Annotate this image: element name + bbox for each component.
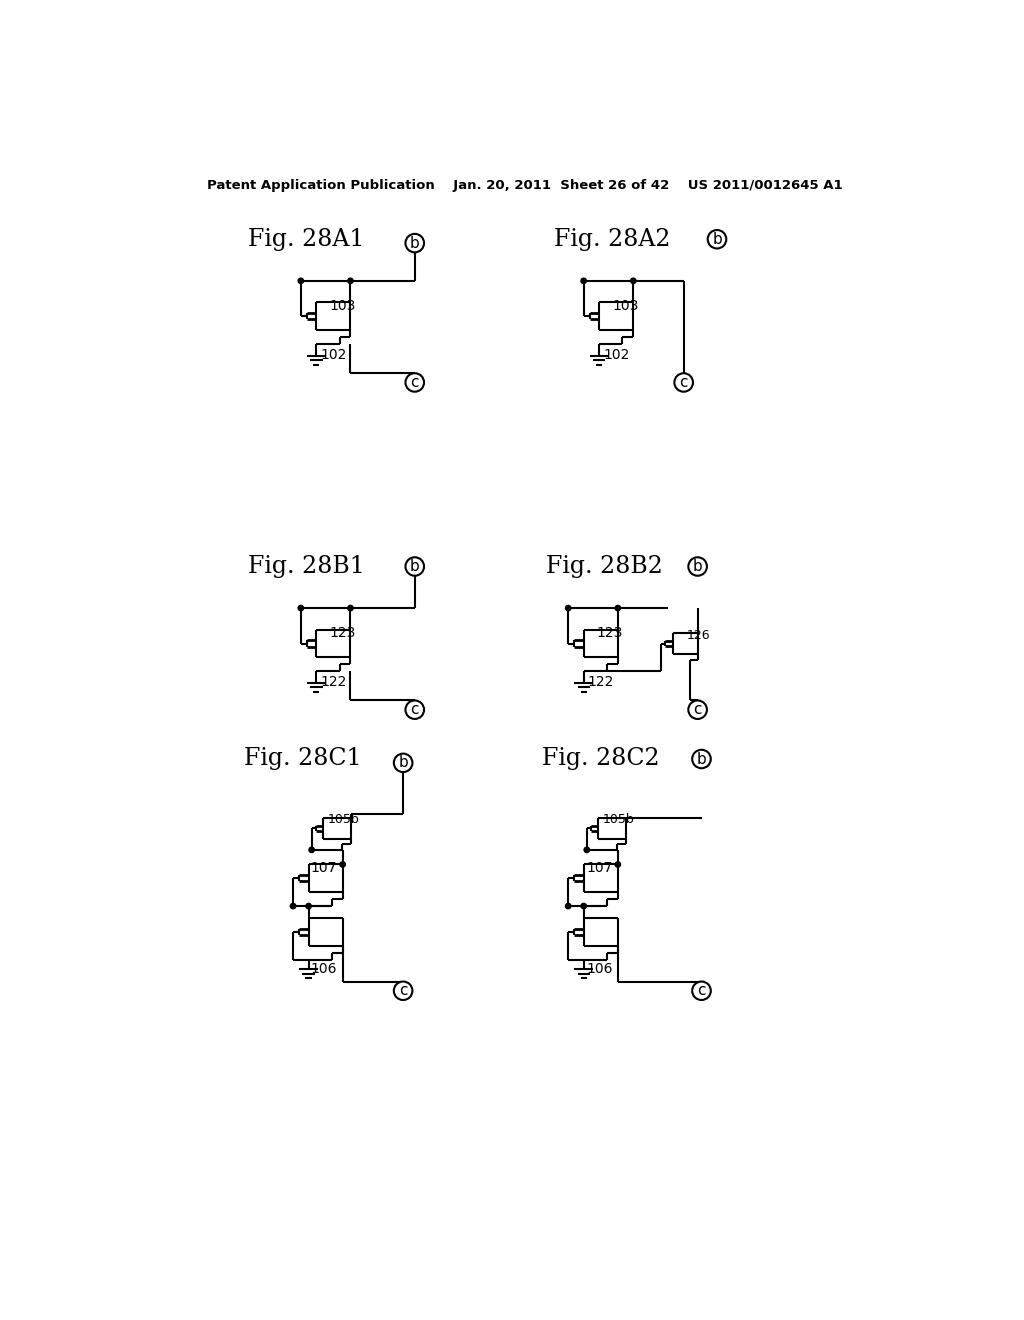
Text: 107: 107 (311, 861, 337, 875)
Circle shape (406, 557, 424, 576)
Text: Fig. 28B1: Fig. 28B1 (248, 554, 365, 578)
Text: b: b (410, 235, 420, 251)
Circle shape (306, 903, 311, 908)
Circle shape (406, 234, 424, 252)
Text: 122: 122 (321, 675, 346, 689)
Text: 122: 122 (588, 675, 614, 689)
Circle shape (708, 230, 726, 248)
Text: 102: 102 (603, 348, 630, 362)
Text: c: c (680, 375, 688, 389)
Text: c: c (411, 702, 419, 717)
Circle shape (692, 982, 711, 1001)
Circle shape (581, 903, 587, 908)
Text: 105b: 105b (602, 813, 634, 826)
Text: 103: 103 (612, 300, 639, 313)
Circle shape (688, 557, 707, 576)
Text: 103: 103 (330, 300, 356, 313)
Circle shape (565, 903, 571, 908)
Text: Fig. 28C1: Fig. 28C1 (244, 747, 361, 771)
Circle shape (692, 750, 711, 768)
Text: 105b: 105b (328, 813, 359, 826)
Circle shape (291, 903, 296, 908)
Text: b: b (696, 751, 707, 767)
Circle shape (348, 606, 353, 611)
Circle shape (394, 982, 413, 1001)
Text: c: c (399, 983, 408, 998)
Circle shape (581, 279, 587, 284)
Text: Fig. 28C2: Fig. 28C2 (542, 747, 659, 771)
Circle shape (340, 862, 345, 867)
Circle shape (309, 847, 314, 853)
Text: Fig. 28A1: Fig. 28A1 (248, 228, 365, 251)
Text: b: b (398, 755, 408, 771)
Text: 107: 107 (586, 861, 612, 875)
Text: b: b (712, 232, 722, 247)
Text: 126: 126 (687, 628, 711, 642)
Text: 102: 102 (321, 348, 346, 362)
Circle shape (394, 754, 413, 772)
Circle shape (565, 606, 571, 611)
Circle shape (298, 279, 303, 284)
Circle shape (406, 701, 424, 719)
Text: 106: 106 (311, 961, 337, 975)
Text: Patent Application Publication    Jan. 20, 2011  Sheet 26 of 42    US 2011/00126: Patent Application Publication Jan. 20, … (207, 178, 843, 191)
Text: c: c (693, 702, 701, 717)
Circle shape (688, 701, 707, 719)
Text: b: b (410, 558, 420, 574)
Circle shape (584, 847, 590, 853)
Text: 123: 123 (330, 627, 356, 640)
Text: Fig. 28A2: Fig. 28A2 (554, 228, 671, 251)
Circle shape (348, 279, 353, 284)
Circle shape (615, 862, 621, 867)
Circle shape (631, 279, 636, 284)
Text: Fig. 28B2: Fig. 28B2 (546, 554, 664, 578)
Circle shape (615, 606, 621, 611)
Circle shape (406, 374, 424, 392)
Circle shape (675, 374, 693, 392)
Text: b: b (693, 558, 702, 574)
Circle shape (298, 606, 303, 611)
Text: c: c (697, 983, 706, 998)
Text: c: c (411, 375, 419, 389)
Text: 106: 106 (586, 961, 612, 975)
Text: 123: 123 (597, 627, 624, 640)
